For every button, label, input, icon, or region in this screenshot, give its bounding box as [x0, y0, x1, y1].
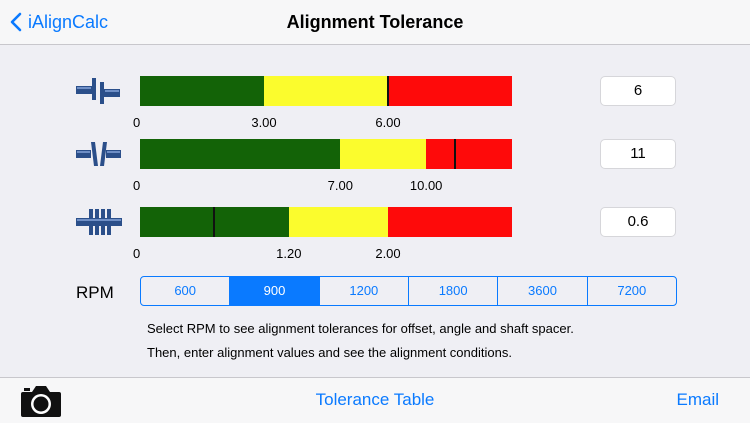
- tick-label-threshold-1: 3.00: [251, 115, 277, 130]
- bar-zone-warning: [340, 139, 427, 169]
- shaft-spacer-value-field[interactable]: 0.6: [600, 207, 676, 237]
- instruction-text-1: Select RPM to see alignment tolerances f…: [147, 321, 574, 336]
- offset-tolerance-bar: [140, 76, 512, 106]
- tick-label-min: 0: [133, 115, 141, 130]
- rpm-option[interactable]: 1800: [407, 277, 497, 305]
- value-marker: [453, 139, 456, 169]
- tick-label-threshold-2: 6.00: [375, 115, 401, 130]
- offset-coupling-icon: [76, 78, 120, 104]
- value-marker: [387, 76, 389, 106]
- rpm-option[interactable]: 7200: [586, 277, 676, 305]
- email-button[interactable]: Email: [676, 390, 719, 409]
- angle-coupling-icon: [76, 142, 121, 166]
- rpm-option[interactable]: 600: [174, 283, 197, 298]
- angle-tolerance-bar: [140, 139, 512, 169]
- tick-label-min: 0: [133, 246, 141, 261]
- tolerance-row-shaft-spacer: 0 1.20 2.00 0.6: [0, 207, 750, 277]
- tolerance-row-angle: 0 7.00 10.00 11: [0, 139, 750, 209]
- navigation-bar: iAlignCalc Alignment Tolerance: [0, 0, 750, 45]
- bar-zone-warning: [288, 207, 388, 237]
- back-button-label: iAlignCalc: [28, 11, 109, 32]
- value-marker: [213, 207, 216, 237]
- instruction-text-2: Then, enter alignment values and see the…: [147, 345, 512, 360]
- bar-zone-good: [140, 139, 341, 169]
- bottom-toolbar: Tolerance Table Email: [0, 377, 750, 423]
- offset-value-field[interactable]: 6: [600, 76, 676, 106]
- tick-label-threshold-2: 10.00: [409, 178, 443, 193]
- shaft-spacer-tolerance-bar: [140, 207, 512, 237]
- bar-zone-bad: [426, 139, 512, 169]
- bar-zone-warning: [264, 76, 388, 106]
- rpm-option[interactable]: 900: [229, 277, 319, 305]
- tick-label-min: 0: [133, 178, 141, 193]
- angle-value-field[interactable]: 11: [600, 139, 676, 169]
- back-button[interactable]: iAlignCalc: [10, 10, 108, 34]
- tolerance-row-offset: 0 3.00 6.00 6: [0, 76, 750, 146]
- tick-label-threshold-1: 7.00: [327, 178, 353, 193]
- shaft-spacer-icon: [76, 209, 122, 235]
- page-title: Alignment Tolerance: [286, 12, 464, 32]
- bar-zone-bad: [388, 76, 512, 106]
- tick-label-threshold-2: 2.00: [375, 246, 401, 261]
- tolerance-table-button[interactable]: Tolerance Table: [315, 390, 435, 409]
- rpm-segmented-control: 600 900 1200 1800 3600 7200: [140, 276, 677, 306]
- bar-zone-bad: [388, 207, 512, 237]
- camera-icon[interactable]: [19, 383, 63, 419]
- tick-label-threshold-1: 1.20: [276, 246, 302, 261]
- chevron-left-icon: [10, 12, 22, 32]
- rpm-option[interactable]: 3600: [497, 277, 586, 305]
- bar-zone-good: [140, 76, 264, 106]
- rpm-label: RPM: [76, 283, 114, 302]
- rpm-option[interactable]: 1200: [318, 277, 408, 305]
